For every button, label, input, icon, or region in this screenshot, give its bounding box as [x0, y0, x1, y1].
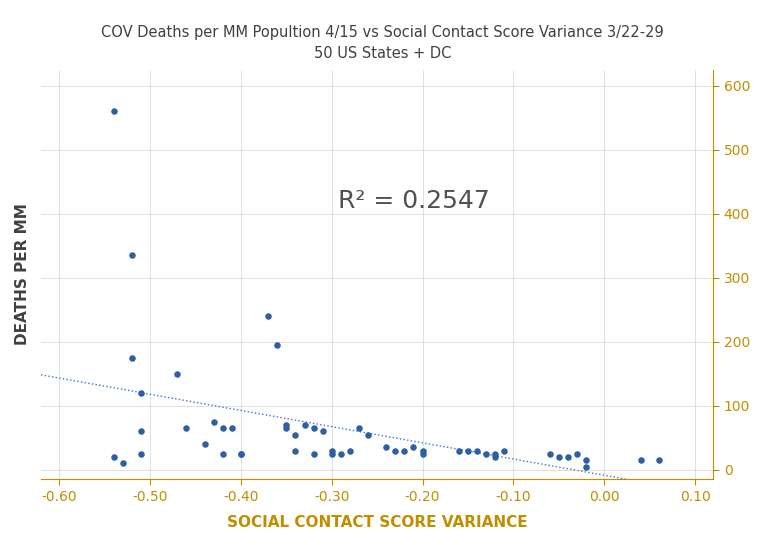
Point — [317, 427, 329, 436]
Point — [216, 424, 229, 433]
X-axis label: SOCIAL CONTACT SCORE VARIANCE: SOCIAL CONTACT SCORE VARIANCE — [227, 515, 528, 530]
Point — [207, 417, 220, 426]
Point — [634, 456, 646, 465]
Point — [326, 450, 338, 458]
Point — [108, 453, 120, 462]
Point — [108, 107, 120, 116]
Point — [216, 450, 229, 458]
Point — [135, 427, 147, 436]
Point — [380, 443, 392, 452]
Point — [181, 424, 193, 433]
Point — [399, 446, 411, 455]
Point — [362, 430, 374, 439]
Point — [326, 446, 338, 455]
Point — [653, 456, 665, 465]
Point — [580, 462, 592, 471]
Point — [125, 353, 138, 362]
Point — [480, 450, 492, 458]
Point — [308, 424, 320, 433]
Point — [171, 370, 184, 378]
Point — [552, 453, 565, 462]
Point — [571, 450, 583, 458]
Point — [235, 450, 247, 458]
Point — [271, 341, 283, 349]
Text: 50 US States + DC: 50 US States + DC — [314, 46, 451, 62]
Point — [462, 446, 474, 455]
Point — [125, 251, 138, 259]
Point — [498, 446, 510, 455]
Text: COV Deaths per MM Popultion 4/15 vs Social Contact Score Variance 3/22-29: COV Deaths per MM Popultion 4/15 vs Soci… — [101, 25, 664, 40]
Point — [117, 459, 129, 468]
Point — [389, 446, 402, 455]
Point — [416, 446, 428, 455]
Point — [408, 443, 420, 452]
Point — [226, 424, 238, 433]
Point — [562, 453, 574, 462]
Point — [453, 446, 465, 455]
Point — [416, 450, 428, 458]
Point — [343, 446, 356, 455]
Point — [544, 450, 556, 458]
Point — [489, 453, 501, 462]
Point — [308, 450, 320, 458]
Text: R² = 0.2547: R² = 0.2547 — [337, 189, 490, 213]
Y-axis label: DEATHS PER MM: DEATHS PER MM — [15, 203, 30, 346]
Point — [289, 446, 301, 455]
Point — [135, 389, 147, 397]
Point — [135, 450, 147, 458]
Point — [280, 421, 292, 429]
Point — [471, 446, 483, 455]
Point — [489, 450, 501, 458]
Point — [335, 450, 347, 458]
Point — [280, 424, 292, 433]
Point — [262, 312, 275, 320]
Point — [235, 450, 247, 458]
Point — [289, 430, 301, 439]
Point — [298, 421, 311, 429]
Point — [353, 424, 365, 433]
Point — [580, 456, 592, 465]
Point — [198, 440, 210, 449]
